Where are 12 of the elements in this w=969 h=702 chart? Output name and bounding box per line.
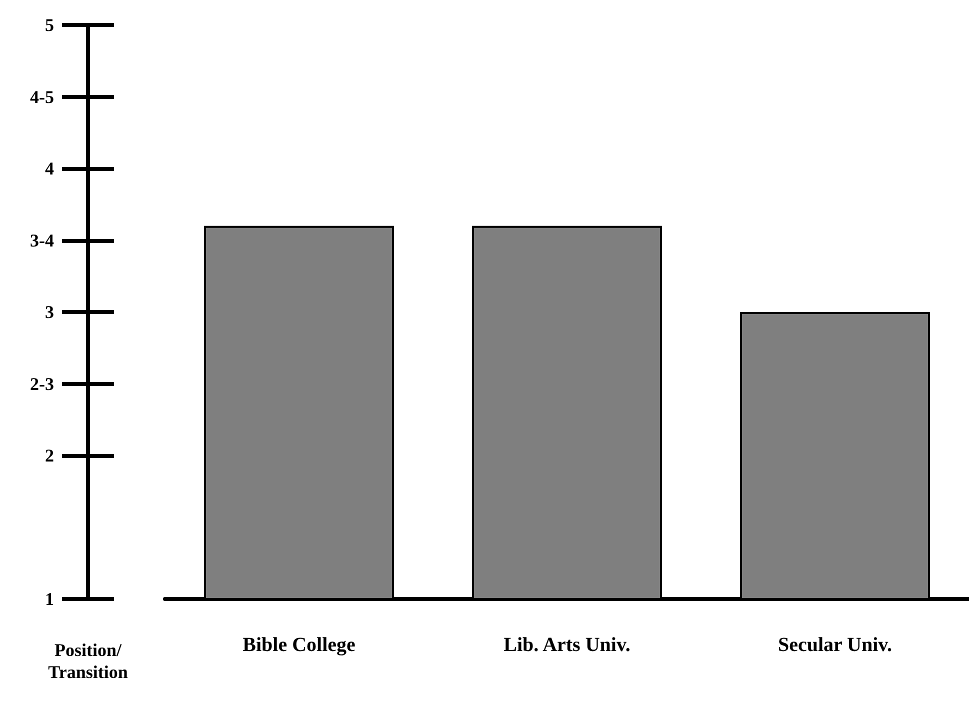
y-tick-label: 4: [45, 158, 54, 178]
y-tick-label: 3: [45, 302, 54, 322]
y-tick-label: 2-3: [30, 374, 54, 394]
y-tick-label: 3-4: [30, 230, 54, 250]
y-tick-label: 5: [45, 15, 54, 35]
y-tick-label: 1: [45, 589, 54, 609]
x-tick-label: Bible College: [242, 634, 356, 656]
x-tick-label: Secular Univ.: [778, 634, 892, 656]
y-tick-label: 4-5: [30, 86, 54, 107]
x-tick-label: Lib. Arts Univ.: [504, 634, 630, 656]
y-axis-title: Position/ Transition: [48, 640, 128, 682]
y-tick-label: 2: [45, 446, 54, 466]
